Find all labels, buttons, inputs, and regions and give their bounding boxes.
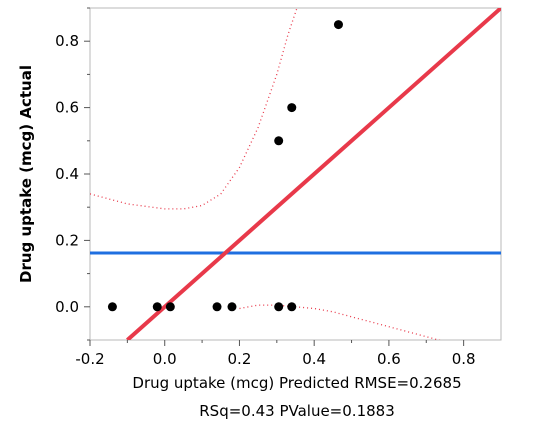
x-tick-label: 0.6 (377, 350, 401, 368)
x-axis: -0.2 0.0 0.2 0.4 0.6 0.8 (75, 340, 476, 368)
y-tick-label: 0.2 (55, 231, 79, 249)
x-tick-label: 0.8 (452, 350, 476, 368)
x-tick-label: 0.2 (228, 350, 252, 368)
data-point (274, 136, 284, 146)
confidence-curve-upper (90, 8, 298, 210)
x-tick-label: 0.4 (302, 350, 326, 368)
x-tick-label: -0.2 (75, 350, 104, 368)
y-axis-title: Drug uptake (mcg) Actual (17, 65, 35, 283)
y-tick-label: 0.0 (55, 298, 79, 316)
data-points (107, 20, 343, 312)
fit-line (126, 8, 501, 340)
data-point (274, 302, 284, 312)
data-point (287, 103, 297, 113)
y-axis: 0.0 0.2 0.4 0.6 0.8 (55, 7, 90, 341)
data-point (152, 302, 162, 312)
data-point (287, 302, 297, 312)
y-tick-label: 0.8 (55, 32, 79, 50)
data-point (107, 302, 117, 312)
x-axis-title-line-2: RSq=0.43 PValue=0.1883 (199, 402, 395, 420)
data-point (165, 302, 175, 312)
x-axis-title-line-1: Drug uptake (mcg) Predicted RMSE=0.2685 (132, 374, 461, 392)
y-tick-label: 0.6 (55, 99, 79, 117)
y-tick-label: 0.4 (55, 165, 79, 183)
x-tick-label: 0.0 (153, 350, 177, 368)
data-point (333, 20, 343, 30)
plot-area (89, 7, 502, 341)
data-point (212, 302, 222, 312)
data-point (227, 302, 237, 312)
